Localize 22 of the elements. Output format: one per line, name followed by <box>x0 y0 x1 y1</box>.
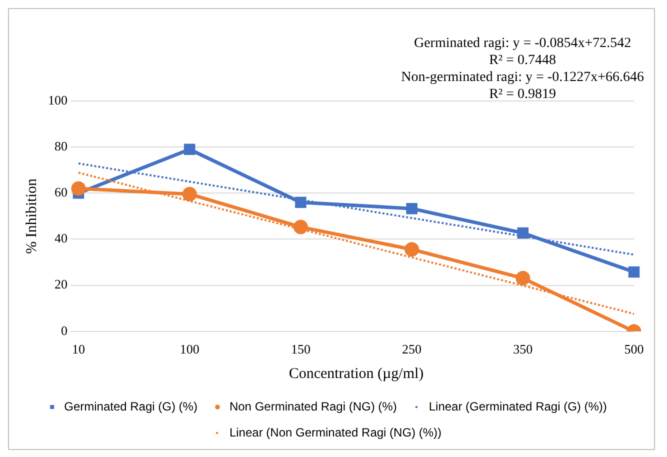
text: Non-germinated ragi: y = -0.1227x+66.646 <box>401 69 644 86</box>
y-tick-label: 0 <box>61 322 68 338</box>
y-tick-label: 60 <box>54 184 68 200</box>
legend-label: Linear (Non Germinated Ragi (NG) (%)) <box>229 425 442 440</box>
y-tick-label: 40 <box>54 230 68 246</box>
annotation: R² = 0.9819 <box>488 86 558 103</box>
x-tick-label: 150 <box>290 342 310 357</box>
x-tick-label: 500 <box>624 342 644 357</box>
y-tick-label: 80 <box>54 138 68 154</box>
y-tick-label: 100 <box>48 92 68 108</box>
legend-label: Non Germinated Ragi (NG) (%) <box>229 399 397 414</box>
legend-label: Linear (Germinated Ragi (G) (%)) <box>428 399 607 414</box>
x-tick-label: 250 <box>402 342 422 357</box>
y-axis-title: % Inhibition <box>24 178 40 254</box>
legend-label: Germinated Ragi (G) (%) <box>64 399 198 414</box>
x-tick-label: 100 <box>180 342 200 357</box>
x-axis-title: Concentration (µg/ml) <box>288 366 424 382</box>
x-tick-label: 350 <box>513 342 533 357</box>
x-tick-label: 10 <box>72 342 85 357</box>
text: R² = 0.7448 <box>488 52 558 69</box>
text: Germinated ragi: y = -0.0854x+72.542 <box>412 35 632 52</box>
y-tick-label: 20 <box>54 276 68 292</box>
